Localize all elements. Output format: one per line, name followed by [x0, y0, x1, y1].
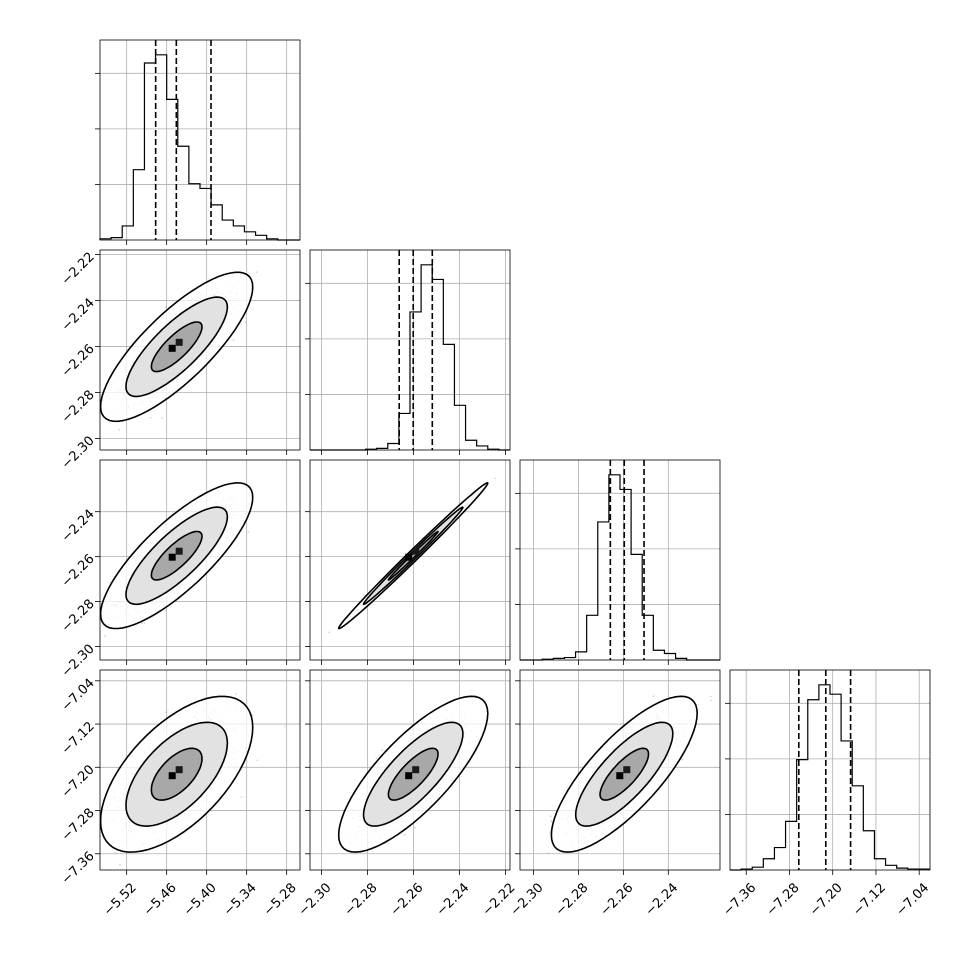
density-core — [168, 344, 176, 352]
scatter-point — [164, 609, 167, 612]
density-core — [168, 553, 176, 561]
scatter-point — [375, 757, 378, 759]
density-core — [168, 772, 176, 780]
panel-frame — [729, 669, 931, 871]
scatter-panel-3-2 — [515, 669, 721, 875]
scatter-point — [114, 851, 117, 854]
scatter-panel-3-0 — [95, 669, 301, 875]
histogram-panel-2 — [515, 459, 721, 665]
scatter-point — [164, 305, 167, 308]
scatter-point — [143, 622, 146, 624]
panel-frame — [309, 249, 511, 451]
histogram-step — [310, 264, 510, 451]
scatter-point — [328, 631, 331, 634]
histogram-step — [520, 474, 720, 661]
panel-frame — [309, 459, 511, 661]
density-core — [412, 547, 420, 555]
scatter-point — [235, 693, 238, 695]
scatter-point — [256, 759, 259, 762]
histogram-step — [730, 684, 930, 871]
scatter-point — [240, 796, 243, 798]
scatter-point — [81, 626, 83, 628]
density-core — [405, 772, 413, 780]
scatter-point — [118, 428, 121, 431]
scatter-point — [363, 594, 365, 596]
scatter-point — [381, 749, 384, 751]
scatter-point — [255, 271, 258, 274]
scatter-point — [494, 477, 497, 480]
density-core — [412, 766, 420, 774]
scatter-point — [284, 725, 287, 728]
contour-inner — [150, 747, 203, 801]
histogram-step — [99, 54, 300, 241]
scatter-panel-3-1 — [305, 669, 511, 875]
panel-content — [337, 694, 489, 853]
scatter-point — [119, 863, 121, 866]
panel-frame — [99, 39, 301, 241]
panel-frame — [99, 669, 301, 871]
scatter-point — [141, 622, 143, 625]
panel-frame — [99, 249, 301, 451]
scatter-point — [709, 695, 712, 698]
panel-content — [328, 477, 497, 634]
panel-frame — [309, 669, 511, 871]
scatter-point — [247, 531, 250, 534]
density-core — [175, 547, 183, 555]
panel-content — [81, 482, 254, 643]
panel-content — [100, 271, 258, 431]
contour-inner — [150, 530, 203, 581]
contour-inner — [387, 747, 439, 801]
density-core — [175, 338, 183, 346]
histogram-panel-3 — [725, 669, 931, 875]
histogram-panel-0 — [95, 39, 301, 245]
panel-frame — [99, 459, 301, 661]
scatter-point — [149, 416, 152, 419]
scatter-point — [404, 834, 406, 836]
scatter-point — [92, 641, 94, 643]
contour-inner — [150, 321, 203, 373]
density-core — [175, 766, 183, 774]
panel-frame — [519, 459, 721, 661]
scatter-panel-2-1 — [305, 459, 511, 665]
panel-content — [100, 693, 287, 866]
scatter-point — [550, 820, 553, 822]
scatter-point — [244, 321, 247, 324]
scatter-panel-2-0 — [81, 459, 301, 665]
scatter-panel-1-0 — [95, 249, 301, 455]
scatter-point — [165, 711, 168, 713]
scatter-point — [161, 417, 164, 419]
scatter-point — [232, 339, 235, 342]
scatter-point — [104, 635, 106, 637]
panel-content — [547, 695, 713, 854]
scatter-point — [414, 826, 416, 829]
contour-inner — [387, 530, 439, 581]
density-core — [405, 553, 413, 561]
histogram-panel-1 — [305, 249, 511, 455]
